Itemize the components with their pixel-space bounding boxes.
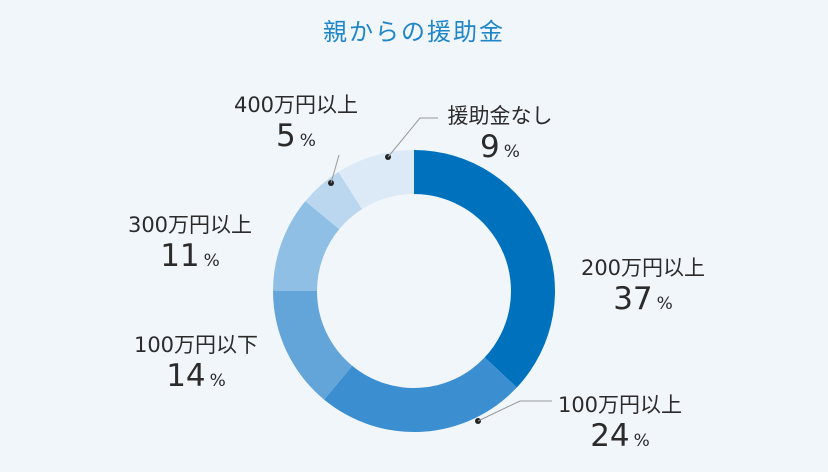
slice-label-name-5: 400万円以上 — [234, 93, 358, 117]
slice-label-name-1: 200万円以上 — [581, 256, 705, 280]
slice-label-value-1: 37% — [613, 281, 673, 317]
slice-label-value-3: 14% — [166, 358, 226, 394]
slice-label-name-4: 300万円以上 — [128, 213, 252, 237]
slice-label-value-2: 24% — [590, 418, 650, 454]
leader-line-6 — [387, 117, 438, 158]
donut-slice-3 — [273, 291, 353, 400]
chart-title: 親からの援助金 — [323, 18, 505, 46]
donut-slice-5 — [305, 171, 363, 230]
leader-line-2 — [477, 400, 552, 422]
donut-slices — [273, 150, 556, 432]
slice-label-value-4: 11% — [160, 238, 220, 274]
leader-lines — [328, 117, 552, 424]
slice-label-value-6: 9% — [480, 129, 520, 165]
slice-label-name-2: 100万円以上 — [558, 393, 682, 417]
slice-label-name-3: 100万円以下 — [134, 333, 258, 357]
donut-slice-2 — [324, 357, 517, 432]
leader-line-5 — [330, 154, 340, 184]
slice-label-value-5: 5% — [276, 118, 316, 154]
donut-slice-6 — [338, 150, 414, 210]
slice-label-name-6: 援助金なし — [448, 104, 553, 128]
donut-slice-4 — [273, 201, 340, 291]
donut-slice-1 — [414, 150, 556, 388]
